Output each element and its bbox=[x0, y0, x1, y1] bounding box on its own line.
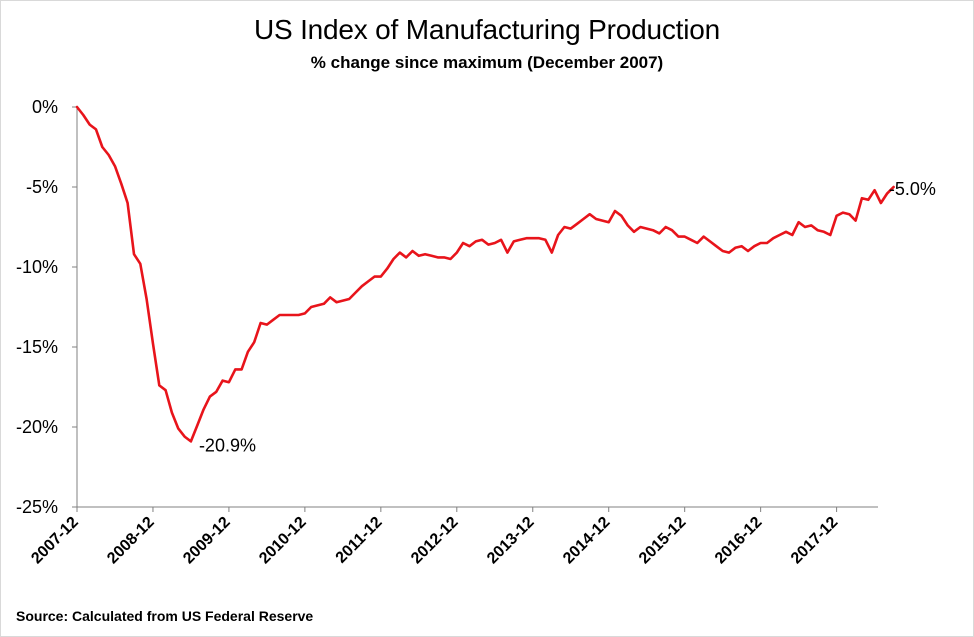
chart-title: US Index of Manufacturing Production bbox=[254, 14, 720, 45]
x-tick-label: 2008-12 bbox=[104, 514, 158, 568]
x-tick-label: 2013-12 bbox=[484, 514, 538, 568]
x-tick-label: 2015-12 bbox=[636, 514, 690, 568]
latest-data-label: -5.0% bbox=[889, 179, 936, 199]
y-tick-label: -5% bbox=[26, 177, 58, 197]
y-tick-label: 0% bbox=[32, 97, 58, 117]
y-tick-label: -20% bbox=[16, 417, 58, 437]
chart-subtitle: % change since maximum (December 2007) bbox=[310, 53, 664, 72]
x-tick-label: 2014-12 bbox=[560, 514, 614, 568]
y-tick-label: -15% bbox=[16, 337, 58, 357]
x-tick-label: 2011-12 bbox=[333, 514, 386, 567]
x-tick-label: 2017-12 bbox=[788, 514, 842, 568]
y-tick-label: -10% bbox=[16, 257, 58, 277]
x-tick-label: 2010-12 bbox=[256, 514, 310, 568]
x-tick-label: 2007-12 bbox=[28, 514, 82, 568]
y-tick-label: -25% bbox=[16, 497, 58, 517]
x-tick-label: 2016-12 bbox=[712, 514, 766, 568]
source-note: Source: Calculated from US Federal Reser… bbox=[16, 608, 314, 624]
x-tick-label: 2009-12 bbox=[180, 514, 234, 568]
min-data-label: -20.9% bbox=[199, 435, 256, 455]
series-line bbox=[75, 105, 895, 443]
x-tick-label: 2012-12 bbox=[408, 514, 462, 568]
